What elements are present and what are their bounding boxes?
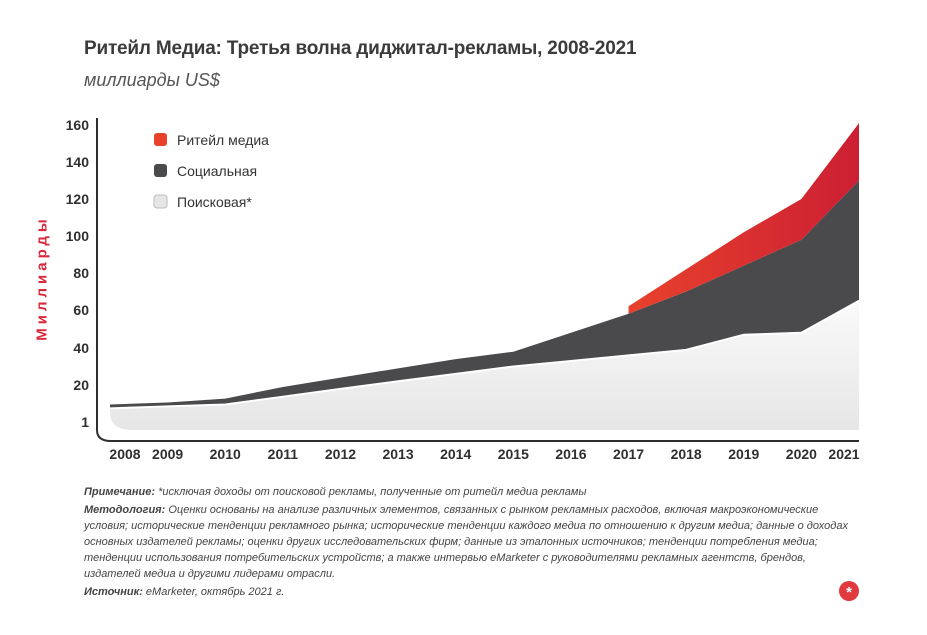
y-tick-label: 20 xyxy=(73,377,89,393)
chart-subtitle: миллиарды US$ xyxy=(84,70,220,90)
methodology-line: Методология: Оценки основаны на анализе … xyxy=(84,502,854,582)
y-tick-label: 160 xyxy=(66,117,90,133)
y-tick-label: 80 xyxy=(73,265,89,281)
note-label: Примечание: xyxy=(84,486,156,498)
y-tick-label: 120 xyxy=(66,191,90,207)
area-search xyxy=(110,300,859,430)
x-tick-label: 2016 xyxy=(555,446,586,462)
x-tick-label: 2013 xyxy=(382,446,413,462)
legend-label: Социальная xyxy=(177,163,257,179)
note-line: Примечание: *исключая доходы от поисково… xyxy=(84,484,854,500)
x-tick-label: 2008 xyxy=(109,446,140,462)
legend-label: Ритейл медиа xyxy=(177,132,269,148)
x-tick-label: 2020 xyxy=(786,446,817,462)
y-tick-label: 1 xyxy=(81,414,89,430)
x-tick-label: 2011 xyxy=(268,446,299,462)
x-tick-label: 2009 xyxy=(152,446,183,462)
source-text: eMarketer, октябрь 2021 г. xyxy=(142,586,285,598)
legend-item: Поисковая* xyxy=(153,194,252,210)
source-label: Источник: xyxy=(84,586,143,598)
x-tick-label: 2019 xyxy=(728,446,759,462)
methodology-label: Методология: xyxy=(84,504,166,516)
y-tick-label: 100 xyxy=(66,228,90,244)
legend-swatch xyxy=(154,164,167,177)
y-tick-label: 140 xyxy=(66,154,90,170)
x-tick-label: 2017 xyxy=(613,446,644,462)
note-text: *исключая доходы от поисковой рекламы, п… xyxy=(155,486,587,498)
legend-item: Социальная xyxy=(154,163,257,179)
legend-swatch xyxy=(154,133,167,146)
legend-item: Ритейл медиа xyxy=(154,132,269,148)
x-tick-label: 2010 xyxy=(210,446,241,462)
legend-label: Поисковая* xyxy=(177,194,252,210)
x-tick-label: 2018 xyxy=(671,446,702,462)
x-tick-label: 2015 xyxy=(498,446,529,462)
axis-frame xyxy=(96,118,859,442)
chart-notes: Примечание: *исключая доходы от поисково… xyxy=(84,484,854,600)
area-social xyxy=(110,180,859,409)
y-tick-label: 60 xyxy=(73,302,89,318)
search-boundary-line xyxy=(109,299,860,410)
x-tick-label: 2012 xyxy=(325,446,356,462)
asterisk-icon: * xyxy=(839,581,859,601)
x-tick-label: 2014 xyxy=(440,446,471,462)
source-line: Источник: eMarketer, октябрь 2021 г. xyxy=(84,584,854,600)
area-retail-media xyxy=(628,123,859,314)
chart-title: Ритейл Медиа: Третья волна диджитал-рекл… xyxy=(84,38,637,59)
y-tick-label: 40 xyxy=(73,340,89,356)
legend-swatch xyxy=(153,194,168,209)
x-tick-label: 2021 xyxy=(828,446,859,462)
methodology-text: Оценки основаны на анализе различных эле… xyxy=(84,504,848,580)
